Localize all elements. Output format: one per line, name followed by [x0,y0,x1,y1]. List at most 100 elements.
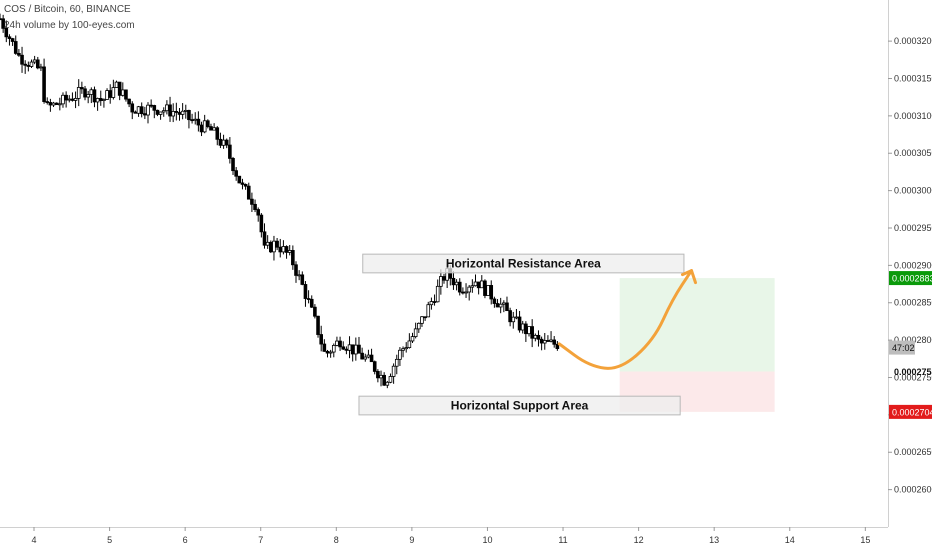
candle-body [331,345,336,353]
candle-body [388,376,393,383]
candle-body [35,59,40,69]
candle-body [376,371,380,379]
projection-arrow[interactable] [557,269,694,370]
candle-body [303,284,308,299]
candle-body [174,111,179,113]
support-zone[interactable] [358,395,681,416]
candle-body [218,138,223,146]
candle-body [224,139,229,146]
candle-body [524,323,528,335]
candle-body [398,349,402,360]
candle-body [161,110,166,113]
candle-body [467,286,471,293]
candle-body [187,109,191,121]
resistance-zone[interactable] [362,253,685,274]
candle-body [502,302,506,305]
candle-body [442,276,446,281]
candle-body [102,99,106,101]
candle-body [54,102,59,105]
candle-body [165,104,169,112]
candle-body [533,334,538,339]
candle-body [508,310,512,323]
candle-body [124,89,128,100]
candle-body [48,102,53,106]
candle-body [212,127,216,131]
candle-body [108,90,113,98]
candle-body [294,264,298,276]
arrow-head-icon [681,269,698,285]
candle-body [530,326,534,339]
candle-body [76,87,81,99]
candle-body [61,94,65,105]
candle-body [171,111,175,117]
candle-body [291,250,295,266]
candle-body [417,322,421,330]
candle-body [1,18,5,29]
candle-body [486,285,490,296]
candle-body [461,291,465,294]
candle-body [39,66,43,69]
candle-body [237,175,242,184]
candle-body [316,315,320,335]
candle-body [136,106,141,114]
time-tick-label: 5 [107,535,112,545]
candle-body [539,338,544,344]
candle-body [4,27,9,38]
time-tick-label: 4 [32,535,37,545]
candle-body [243,184,248,187]
profit-zone[interactable] [619,278,775,372]
time-tick-label: 8 [334,535,339,545]
target-price-badge-label: 0.0002883 [892,274,932,284]
candle-body [278,246,283,253]
candle-body [505,302,509,312]
candle-body [0,18,2,21]
candle-body [284,246,289,253]
candle-body [158,111,163,115]
candle-body [177,112,182,115]
current-price-label: 0.0002758 [894,367,932,377]
candle-body [457,281,462,293]
time-tick-label: 11 [558,535,567,545]
candle-body [350,344,355,355]
candle-body [20,54,24,65]
countdown-badge [889,340,915,355]
candle-body [13,41,18,54]
candle-body [404,347,409,350]
candle-body [89,89,94,95]
candle-body [410,336,415,342]
candle-body [58,103,62,106]
candle-body [133,111,138,114]
candle-body [483,280,487,296]
candle-body [542,340,547,344]
candle-body [413,328,418,337]
candle-body [42,66,46,102]
candle-body [297,274,301,277]
candle-body [379,374,383,379]
candle-body [234,170,238,177]
candle-body [435,285,440,303]
candle-body [83,88,87,98]
candle-body [231,158,235,172]
candle-body [527,326,531,335]
candle-body [464,291,468,294]
candle-body [105,90,109,100]
candle-body [246,185,251,200]
candle-body [196,118,201,126]
candle-body [73,97,78,101]
candle-body [111,87,116,98]
time-tick-label: 6 [183,535,188,545]
candle-body [51,102,56,106]
time-tick-label: 14 [785,535,795,545]
candle-body [143,113,147,116]
candle-body [341,346,346,350]
countdown-label: 47:02 [892,343,915,353]
candle-body [498,303,503,308]
